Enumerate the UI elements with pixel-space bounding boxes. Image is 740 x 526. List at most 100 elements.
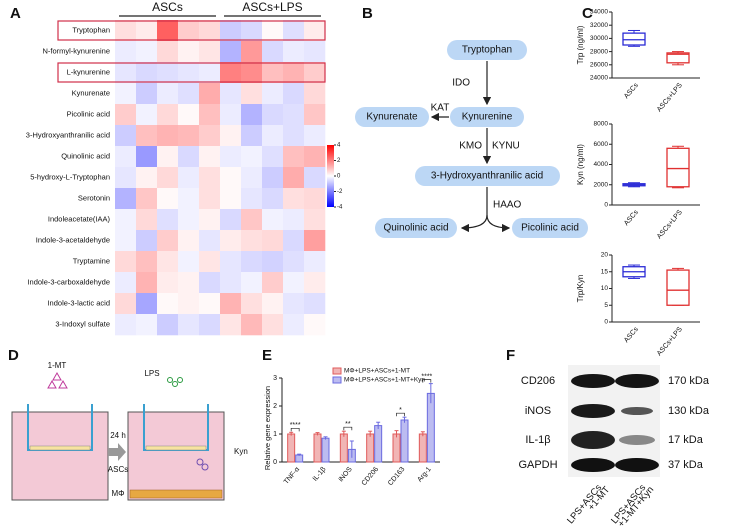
row-label: 3-Indoxyl sulfate bbox=[55, 319, 110, 328]
row-label: Indole-3-acetaldehyde bbox=[36, 235, 110, 244]
heat-cell bbox=[241, 146, 263, 168]
legend-swatch bbox=[332, 376, 342, 384]
heat-cell bbox=[241, 20, 263, 42]
row-label: 3-Hydroxyanthranilic acid bbox=[26, 130, 110, 139]
bar bbox=[321, 437, 330, 463]
heat-cell bbox=[283, 146, 305, 168]
band bbox=[621, 407, 653, 415]
heat-cell bbox=[283, 62, 305, 84]
row-label: Indole-3-carboxaldehyde bbox=[27, 277, 110, 286]
heat-cell bbox=[115, 314, 137, 336]
heat-cell bbox=[157, 230, 179, 252]
heat-cell bbox=[241, 62, 263, 84]
y-tick-label: 26000 bbox=[590, 62, 608, 69]
heat-cell bbox=[304, 188, 326, 210]
heat-cell bbox=[220, 167, 242, 189]
heat-cell bbox=[157, 83, 179, 105]
heat-cell bbox=[115, 293, 137, 315]
heat-cell bbox=[220, 230, 242, 252]
heat-cell bbox=[157, 209, 179, 231]
heat-cell bbox=[283, 20, 305, 42]
heat-cell bbox=[283, 167, 305, 189]
bar bbox=[313, 433, 322, 463]
row-label: Kynurenate bbox=[72, 88, 110, 97]
heat-cell bbox=[262, 104, 284, 126]
heat-cell bbox=[199, 83, 221, 105]
band bbox=[571, 431, 615, 449]
heat-cell bbox=[136, 146, 158, 168]
heat-cell bbox=[304, 272, 326, 294]
box bbox=[666, 269, 690, 306]
heat-cell bbox=[262, 20, 284, 42]
label: ASCs bbox=[108, 465, 128, 474]
heat-cell bbox=[262, 209, 284, 231]
size-label: 130 kDa bbox=[668, 405, 710, 417]
panel-label: B bbox=[362, 5, 373, 22]
y-axis-label: Relative gene expression bbox=[263, 386, 272, 470]
significance-bracket bbox=[343, 426, 353, 431]
highlight bbox=[57, 20, 326, 41]
heat-cell bbox=[304, 146, 326, 168]
y-tick-label: 24000 bbox=[590, 75, 608, 82]
ascs-layer bbox=[145, 445, 207, 451]
y-axis-label: Kyn (ng/ml) bbox=[576, 144, 585, 185]
heat-cell bbox=[136, 230, 158, 252]
heat-cell bbox=[304, 83, 326, 105]
heat-cell bbox=[283, 272, 305, 294]
well bbox=[11, 411, 109, 501]
panel-label: E bbox=[262, 347, 272, 364]
heat-cell bbox=[157, 314, 179, 336]
heat-cell bbox=[262, 230, 284, 252]
y-axis-label: Trp (ng/ml) bbox=[576, 25, 585, 64]
protein-label: CD206 bbox=[521, 375, 555, 387]
pathway: Tryptophan Kynurenine Kynurenate 3-Hydro… bbox=[355, 40, 588, 238]
heat-cell bbox=[220, 251, 242, 273]
heat-cell bbox=[157, 125, 179, 147]
y-tick-label: 34000 bbox=[590, 9, 608, 16]
y-tick-label: 0 bbox=[604, 319, 608, 326]
western-blot bbox=[568, 365, 660, 477]
row-label: Picolinic acid bbox=[67, 109, 110, 118]
heat-cell bbox=[157, 62, 179, 84]
heat-cell bbox=[199, 20, 221, 42]
heat-cell bbox=[136, 314, 158, 336]
y-tick-label: 2 bbox=[273, 403, 277, 410]
label: MΦ bbox=[111, 489, 124, 498]
heat-cell bbox=[262, 314, 284, 336]
bar bbox=[418, 433, 427, 463]
x-tick-label: ASCs+LPS bbox=[656, 209, 684, 241]
heat-cell bbox=[136, 125, 158, 147]
heat-cell bbox=[178, 230, 200, 252]
node-label: Kynurenate bbox=[366, 112, 418, 123]
heat-cell bbox=[262, 62, 284, 84]
heat-cell bbox=[199, 230, 221, 252]
heat-cell bbox=[283, 41, 305, 63]
heat-cell bbox=[115, 272, 137, 294]
heat-cell bbox=[283, 83, 305, 105]
heat-cell bbox=[304, 251, 326, 273]
heat-cell bbox=[241, 230, 263, 252]
heat-cell bbox=[262, 293, 284, 315]
size-label: 37 kDa bbox=[668, 459, 704, 471]
heat-cell bbox=[178, 146, 200, 168]
enzyme: KAT bbox=[431, 103, 450, 114]
heat-cell bbox=[262, 41, 284, 63]
heat-cell bbox=[241, 188, 263, 210]
heat-cell bbox=[262, 146, 284, 168]
node bbox=[512, 218, 588, 238]
colorbar-label: -4 bbox=[337, 205, 343, 211]
y-tick-label: 32000 bbox=[590, 22, 608, 29]
heat-cell bbox=[199, 62, 221, 84]
y-axis-label: Trp/Kyn bbox=[576, 275, 585, 303]
row-label: Serotonin bbox=[78, 193, 110, 202]
heat-cell bbox=[178, 251, 200, 273]
ascs-layer bbox=[29, 445, 91, 451]
heat-cell bbox=[178, 20, 200, 42]
y-tick-label: 0 bbox=[604, 202, 608, 209]
heat-cell bbox=[199, 41, 221, 63]
heat-cell bbox=[115, 125, 137, 147]
y-tick-label: 2000 bbox=[594, 181, 609, 188]
size-label: 170 kDa bbox=[668, 375, 710, 387]
heat-cell bbox=[283, 104, 305, 126]
x-tick-label: CD206 bbox=[361, 466, 380, 487]
